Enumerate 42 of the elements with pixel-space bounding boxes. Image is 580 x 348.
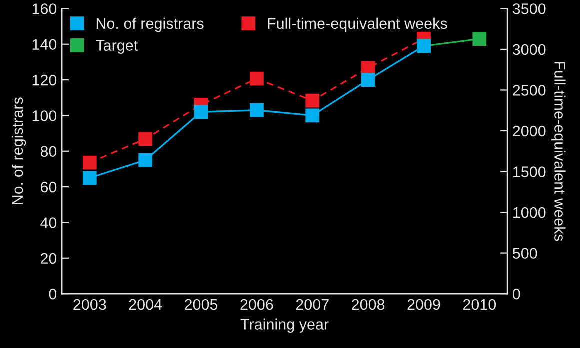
y2-tick-label: 1500 — [514, 166, 546, 178]
x-tick-label: 2008 — [352, 299, 385, 310]
y-tick-label: 100 — [32, 110, 57, 122]
point — [138, 132, 153, 146]
point — [306, 94, 320, 108]
x-tick-label: 2005 — [185, 299, 218, 310]
y-tick-label: 80 — [40, 146, 57, 158]
legend-label: No. of registrars — [96, 18, 204, 32]
x-tick-label: 2009 — [408, 299, 440, 310]
point — [306, 108, 320, 123]
point — [138, 153, 153, 168]
y2-tick-label: 3500 — [512, 4, 546, 14]
y-tick-label: 160 — [32, 4, 57, 14]
y2-tick-label: 0 — [512, 288, 520, 300]
y2-tick-label: 1000 — [514, 207, 546, 218]
x-tick-label: 2003 — [74, 299, 106, 310]
y2-tick-label: 3000 — [512, 44, 546, 56]
point — [250, 72, 264, 86]
y2-tick-label: 2500 — [513, 85, 546, 96]
y-tick-label: 120 — [32, 74, 57, 86]
point — [250, 103, 264, 118]
point — [82, 156, 97, 170]
x-tick-label: 2004 — [129, 299, 162, 310]
x-tick-label: 2010 — [463, 299, 496, 310]
y-tick-label: 40 — [40, 218, 57, 228]
x-tick-label: 2007 — [296, 299, 329, 310]
y-tick-label: 60 — [40, 182, 57, 193]
point — [472, 32, 487, 46]
y-tick-label: 0 — [49, 288, 57, 300]
y-tick-label: 140 — [32, 39, 57, 50]
y2-tick-label: 2000 — [513, 126, 546, 137]
x-axis-title: Training year — [240, 318, 329, 333]
point — [361, 73, 376, 87]
y2-axis-title: Full-time-equivalent weeks — [552, 62, 566, 242]
y2-tick-label: 500 — [512, 248, 538, 259]
legend-label: Target — [96, 40, 138, 54]
point — [82, 171, 97, 186]
y-tick-label: 20 — [40, 253, 57, 264]
legend-label: Full-time-equivalent weeks — [268, 18, 448, 32]
y-axis-title: No. of registrars — [12, 98, 26, 204]
x-tick-label: 2006 — [240, 299, 274, 310]
point — [194, 105, 208, 120]
